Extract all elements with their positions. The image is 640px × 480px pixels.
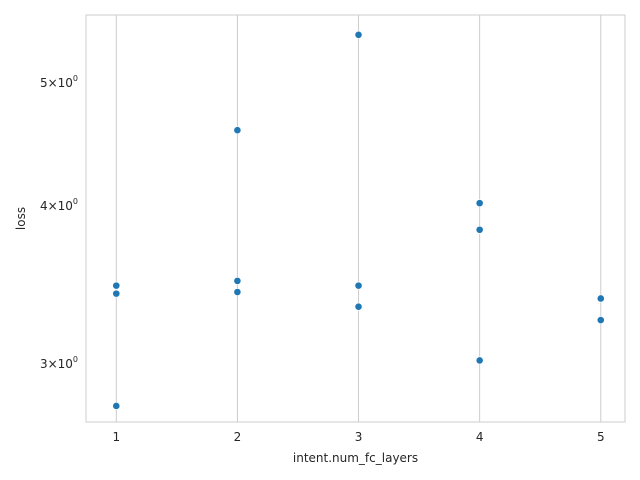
x-tick-label: 1 xyxy=(112,430,120,444)
data-point xyxy=(354,281,363,290)
y-axis-label: loss xyxy=(14,207,28,230)
y-tick-label: 4×100 xyxy=(40,197,78,213)
data-point xyxy=(354,302,363,311)
y-tick-label: 3×100 xyxy=(40,355,78,371)
x-tick-label: 4 xyxy=(476,430,484,444)
data-point xyxy=(596,316,605,324)
data-point xyxy=(354,30,363,39)
data-point xyxy=(233,126,242,135)
data-point xyxy=(475,225,484,234)
plot-frame xyxy=(85,14,626,423)
grid-layer xyxy=(115,15,602,422)
y-axis-ticks: 3×100 4×100 5×100 xyxy=(40,74,78,371)
x-axis-label: intent.num_fc_layers xyxy=(293,451,418,465)
x-tick-label: 5 xyxy=(597,430,605,444)
data-point xyxy=(596,294,605,303)
data-point xyxy=(475,199,484,208)
data-point xyxy=(233,288,242,296)
y-tick-label: 5×100 xyxy=(40,74,78,90)
x-tick-label: 3 xyxy=(355,430,363,444)
data-point xyxy=(475,356,484,365)
data-point xyxy=(112,281,121,290)
data-point xyxy=(112,402,121,410)
x-axis-ticks: 1 2 3 4 5 xyxy=(112,430,604,444)
data-point xyxy=(112,289,121,298)
x-tick-label: 2 xyxy=(234,430,242,444)
data-point xyxy=(233,276,242,285)
data-points xyxy=(112,30,605,410)
